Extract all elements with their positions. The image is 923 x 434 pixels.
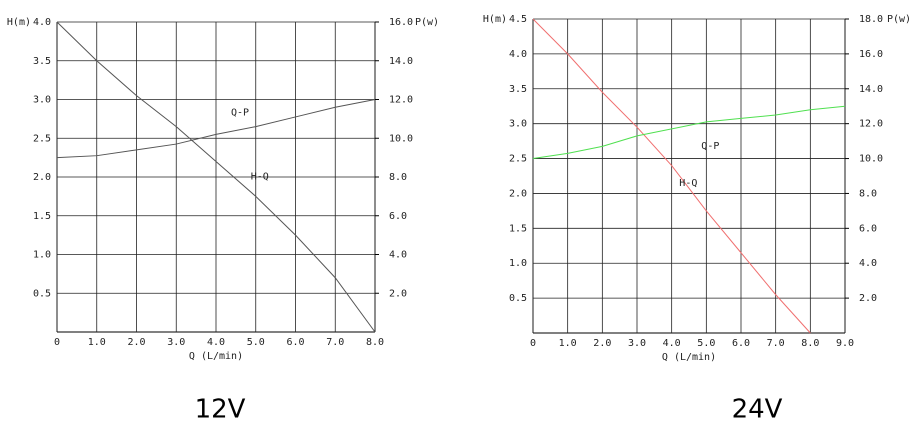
series-label: Q-P [231, 107, 249, 118]
y2-tick-label: 6.0 [859, 223, 877, 234]
x-tick-label: 5.0 [697, 338, 715, 349]
y-tick-label: 3.5 [509, 84, 527, 95]
x-tick-label: 6.0 [732, 338, 750, 349]
y2-tick-label: 4.0 [859, 258, 877, 269]
y-tick-label: 4.5 [509, 14, 527, 25]
x-tick-label: 1.0 [88, 337, 106, 348]
y2-axis-label: P(w) [415, 17, 439, 28]
y2-tick-label: 6.0 [389, 211, 407, 222]
y-tick-label: 1.5 [509, 223, 527, 234]
x-tick-label: 9.0 [836, 338, 854, 349]
y2-tick-label: 16.0 [859, 49, 883, 60]
x-axis-label: Q (L/min) [189, 351, 243, 362]
series-line [56, 21, 376, 333]
x-tick-label: 1.0 [559, 338, 577, 349]
y-tick-label: 3.0 [33, 95, 51, 106]
x-tick-label: 2.0 [593, 338, 611, 349]
series-label: H-Q [251, 171, 269, 182]
x-tick-label: 2.0 [127, 337, 145, 348]
y-tick-label: 2.0 [509, 188, 527, 199]
x-tick-label: 7.0 [326, 337, 344, 348]
x-tick-label: 7.0 [767, 338, 785, 349]
y-tick-label: 1.0 [33, 250, 51, 261]
y-tick-label: 0.5 [509, 293, 527, 304]
y-tick-label: 4.0 [33, 17, 51, 28]
x-tick-label: 0 [54, 337, 60, 348]
y2-tick-label: 14.0 [389, 56, 413, 67]
y2-tick-label: 14.0 [859, 84, 883, 95]
series-line [532, 105, 846, 160]
y2-tick-label: 12.0 [389, 95, 413, 106]
x-tick-label: 4.0 [663, 338, 681, 349]
y-tick-label: 3.0 [509, 119, 527, 130]
y2-tick-label: 2.0 [389, 288, 407, 299]
y-tick-label: 3.5 [33, 56, 51, 67]
y2-tick-label: 16.0 [389, 17, 413, 28]
y2-tick-label: 18.0 [859, 14, 883, 25]
series-line [56, 99, 376, 159]
y2-tick-label: 8.0 [859, 188, 877, 199]
x-axis-label: Q (L/min) [662, 352, 716, 363]
caption: 24V [732, 395, 783, 425]
x-tick-label: 3.0 [628, 338, 646, 349]
x-tick-label: 8.0 [366, 337, 384, 348]
x-tick-label: 6.0 [286, 337, 304, 348]
y-tick-label: 1.5 [33, 211, 51, 222]
y-tick-label: 2.0 [33, 172, 51, 183]
y2-tick-label: 4.0 [389, 250, 407, 261]
x-tick-label: 4.0 [207, 337, 225, 348]
y-tick-label: 2.5 [509, 154, 527, 165]
caption: 12V [195, 395, 246, 425]
y2-tick-label: 8.0 [389, 172, 407, 183]
y-tick-label: 2.5 [33, 133, 51, 144]
y2-tick-label: 2.0 [859, 293, 877, 304]
y-tick-label: 4.0 [509, 49, 527, 60]
y-tick-label: 0.5 [33, 288, 51, 299]
y2-axis-label: P(w) [887, 14, 911, 25]
x-tick-label: 0 [530, 338, 536, 349]
x-tick-label: 3.0 [167, 337, 185, 348]
y-axis-label: H(m) [7, 17, 31, 28]
series-line [532, 18, 811, 334]
y2-tick-label: 12.0 [859, 119, 883, 130]
series-label: H-Q [679, 178, 697, 189]
y-axis-label: H(m) [483, 14, 507, 25]
series-label: Q-P [701, 141, 719, 152]
x-tick-label: 8.0 [801, 338, 819, 349]
y-tick-label: 1.0 [509, 258, 527, 269]
y2-tick-label: 10.0 [389, 133, 413, 144]
y2-tick-label: 10.0 [859, 154, 883, 165]
x-tick-label: 5.0 [247, 337, 265, 348]
